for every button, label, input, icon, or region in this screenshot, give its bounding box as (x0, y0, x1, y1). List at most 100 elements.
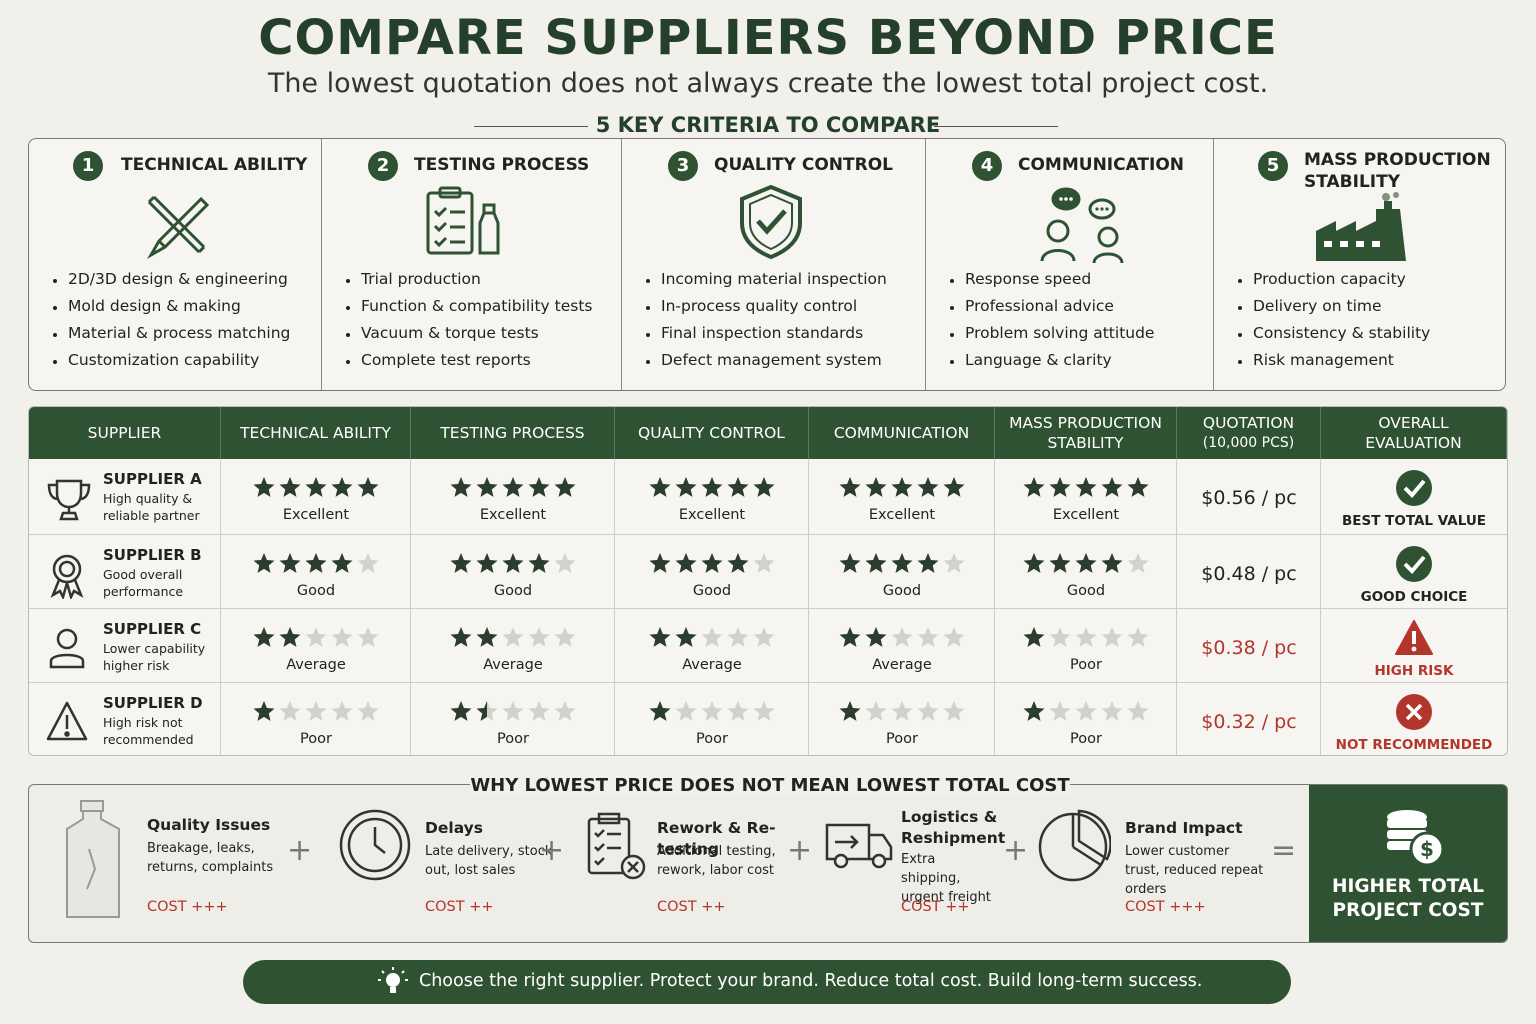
star-rating (839, 553, 965, 573)
header-text: TESTING PROCESS (440, 424, 585, 442)
star-filled (1075, 553, 1097, 573)
star-filled (305, 553, 327, 573)
rating-label: Good (493, 583, 533, 599)
criteria-bullet: Vacuum & torque tests (361, 324, 539, 342)
star-rating (649, 477, 775, 497)
star-empty (1101, 701, 1123, 721)
criteria-title: COMMUNICATION (1018, 155, 1185, 175)
table-cell (29, 459, 221, 535)
star-filled (675, 627, 697, 647)
star-empty (865, 701, 887, 721)
table-header: OVERALL EVALUATION (1321, 407, 1507, 459)
star-filled (675, 477, 697, 497)
rating-label: Poor (886, 731, 918, 747)
table-cell (221, 609, 411, 683)
evaluation-icon (1396, 470, 1432, 506)
star-filled (1127, 477, 1149, 497)
plus-sign: + (1003, 833, 1029, 868)
star-empty (554, 701, 576, 721)
criteria-title: TESTING PROCESS (414, 155, 590, 175)
criteria-bullet: Professional advice (965, 297, 1114, 315)
cost-item-title: Quality Issues (147, 816, 271, 834)
criteria-column: 1 TECHNICAL ABILITY 2D/3D design & enginee… (29, 139, 321, 390)
star-filled (528, 477, 550, 497)
star-empty (943, 701, 965, 721)
star-empty (554, 553, 576, 573)
criteria-heading: 5 KEY CRITERIA TO COMPARE (595, 113, 941, 137)
table-cell (995, 459, 1177, 535)
star-empty (1127, 701, 1149, 721)
bullet-dot (646, 306, 650, 310)
star-rating (1023, 477, 1149, 497)
star-filled (253, 627, 275, 647)
table-cell (29, 609, 221, 683)
footer-text: Choose the right supplier. Protect your … (419, 971, 1203, 991)
cost-level: COST +++ (147, 899, 228, 915)
criteria-bullet: In-process quality control (661, 297, 858, 315)
cost-item-desc: Breakage, leaks, returns, complaints (147, 841, 274, 875)
star-filled (528, 553, 550, 573)
star-rating (649, 701, 775, 721)
supplier-name: SUPPLIER B (103, 546, 202, 564)
table-cell (809, 535, 995, 609)
star-empty (701, 627, 723, 647)
criteria-column: 4 COMMUNICATION Response speed Professional… (925, 139, 1214, 390)
cost-icon (1038, 809, 1111, 882)
quotation: $0.56 / pc (1201, 487, 1297, 509)
star-empty (528, 627, 550, 647)
star-empty (357, 627, 379, 647)
criteria-bullet: Complete test reports (361, 351, 531, 369)
criteria-title: TECHNICAL ABILITY (121, 155, 308, 175)
star-rating (649, 627, 775, 647)
header-text: OVERALL EVALUATION (1365, 414, 1462, 452)
criteria-column: 2 TESTING PROCESS Trial production Function… (321, 139, 622, 390)
rating-label: Poor (1070, 657, 1102, 673)
criteria-icon (426, 186, 500, 255)
table-cell (411, 459, 615, 535)
star-rating (253, 477, 379, 497)
cost-item-desc: Lower customer trust, reduced repeat ord… (1125, 844, 1264, 897)
table-cell (809, 683, 995, 755)
criteria-icon (146, 195, 210, 260)
star-filled (1075, 477, 1097, 497)
footer-banner: Choose the right supplier. Protect your … (243, 960, 1291, 1004)
cost-item-title: Rework & Re-testing (657, 819, 776, 858)
star-filled (476, 553, 498, 573)
criteria-column: 5 MASS PRODUCTION STABILITY Production cap… (1213, 139, 1506, 390)
star-filled (891, 477, 913, 497)
rating-label: Excellent (479, 507, 547, 523)
star-rating (1023, 553, 1149, 573)
criteria-number: 1 (73, 151, 103, 181)
bullet-dot (1238, 333, 1242, 337)
star-filled (1049, 477, 1071, 497)
table-cell (809, 609, 995, 683)
criteria-bullet: 2D/3D design & engineering (68, 270, 288, 288)
supplier-desc: High risk not recommended (103, 715, 194, 747)
cost-level: COST ++ (657, 899, 726, 915)
comparison-table: SUPPLIER TECHNICAL ABILITY TESTING PROCESS… (28, 406, 1508, 756)
bullet-dot (646, 333, 650, 337)
cost-icon (339, 809, 411, 881)
table-cell (995, 609, 1177, 683)
subtitle: The lowest quotation does not always cre… (267, 68, 1269, 99)
title: COMPARE SUPPLIERS BEYOND PRICE (258, 10, 1278, 66)
bullet-dot (1238, 360, 1242, 364)
section-rule (934, 126, 1058, 127)
star-empty (1101, 627, 1123, 647)
bullet-dot (53, 279, 57, 283)
star-filled (554, 477, 576, 497)
total-text: HIGHER TOTAL PROJECT COST (1332, 876, 1484, 921)
coins-icon: $ (1387, 810, 1445, 867)
header-text: TECHNICAL ABILITY (240, 424, 391, 442)
criteria-number: 5 (1258, 151, 1288, 181)
table-cell (615, 535, 809, 609)
star-empty (357, 553, 379, 573)
rating-label: Average (682, 657, 742, 673)
criteria-bullet: Material & process matching (68, 324, 291, 342)
star-rating (839, 627, 965, 647)
star-filled (1023, 701, 1045, 721)
star-filled (253, 553, 275, 573)
cost-rule (50, 784, 470, 785)
bullet-dot (950, 279, 954, 283)
